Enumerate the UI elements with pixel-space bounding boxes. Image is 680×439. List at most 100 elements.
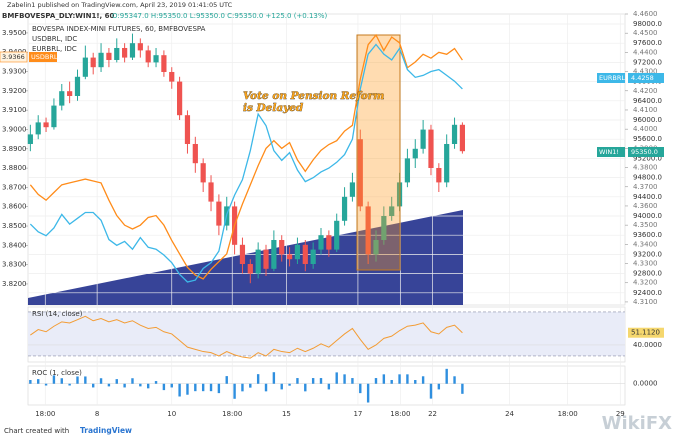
tag-value: 4.4258 xyxy=(631,74,654,82)
candle-body xyxy=(59,91,65,106)
indicator-bar xyxy=(52,375,56,384)
candle-body xyxy=(122,47,128,58)
tag-name-box xyxy=(29,52,57,62)
candle-body xyxy=(389,206,395,217)
candle-body xyxy=(114,47,120,60)
x-tick-label: 18:00 xyxy=(35,410,55,418)
candle-body xyxy=(27,134,33,144)
candle-body xyxy=(247,264,253,274)
indicator-bar xyxy=(256,374,260,384)
y2-tick-label: 4.4100 xyxy=(633,106,658,114)
candle-body xyxy=(161,55,167,72)
indicator-bar xyxy=(335,372,338,384)
y2-tick-label: 4.3100 xyxy=(633,298,658,306)
indicator-bar xyxy=(60,378,63,384)
candle-body xyxy=(459,124,465,152)
candle-body xyxy=(51,105,57,128)
indicator-bar xyxy=(139,383,142,387)
y-tick-label: 40.0000 xyxy=(633,341,662,349)
indicator-bar xyxy=(327,383,331,390)
candle-body xyxy=(255,249,261,274)
candle-body xyxy=(404,158,411,183)
candle-body xyxy=(263,249,269,269)
candle-body xyxy=(365,206,371,255)
y2-tick-label: 4.3500 xyxy=(633,221,658,229)
indicator-bar xyxy=(453,376,456,384)
indicator-bar xyxy=(296,378,299,384)
indicator-bar xyxy=(241,383,244,392)
y3-tick-label: 3.8300 xyxy=(2,261,27,269)
y-tick-label: 98000.0 xyxy=(633,20,662,28)
x-tick-label: 18:00 xyxy=(558,410,578,418)
y3-tick-label: 3.8700 xyxy=(2,183,27,191)
indicator-bar xyxy=(154,381,158,384)
candle-body xyxy=(318,235,324,250)
indicator-bar xyxy=(319,378,323,384)
y-tick-label: 97600.0 xyxy=(633,39,662,47)
tag-value-box xyxy=(628,147,664,157)
candle-body xyxy=(177,81,183,116)
footer-brand: TradingView xyxy=(80,426,132,435)
highlight-box xyxy=(356,34,401,271)
indicator-bar xyxy=(398,374,401,384)
candle-body xyxy=(271,240,277,269)
series-line xyxy=(29,33,463,280)
publisher: Zabelin1 published on TradingView.com, A… xyxy=(7,1,233,9)
indicator-bar xyxy=(249,383,252,388)
indicator-bar xyxy=(280,383,283,390)
y-tick-label: 96400.0 xyxy=(633,97,662,105)
y2-tick-label: 4.3400 xyxy=(633,240,658,248)
y3-tick-label: 3.9500 xyxy=(2,29,27,37)
candle-body xyxy=(357,139,363,207)
candle-body xyxy=(74,76,81,96)
candle-body xyxy=(184,115,191,144)
candle-body xyxy=(35,122,41,135)
x-tick-label: 8 xyxy=(95,410,99,418)
candle-body xyxy=(153,55,159,63)
annotation: is Delayed xyxy=(243,102,304,114)
symbol: BMFBOVESPA_DLY:WIN1!, 60 xyxy=(2,12,114,20)
y-tick-label: 93600.0 xyxy=(633,231,662,239)
indicator-bar xyxy=(304,383,307,392)
y2-tick-label: 4.3200 xyxy=(633,279,658,287)
marks xyxy=(27,33,625,403)
candle-body xyxy=(169,71,175,82)
legend-entry: USDBRL, IDC xyxy=(32,35,77,43)
x-tick-label: 15 xyxy=(282,410,291,418)
y-tick-label: 95600.0 xyxy=(633,135,662,143)
y3-tick-label: 3.8400 xyxy=(2,241,27,249)
indicator-bar xyxy=(382,374,386,384)
indicator-bar xyxy=(146,383,150,389)
indicator-bar xyxy=(194,383,197,392)
candle-body xyxy=(43,122,49,128)
candle-body xyxy=(145,50,151,63)
y-tick-label: 97200.0 xyxy=(633,58,662,66)
tag-name-box xyxy=(597,73,625,83)
indicator-bar xyxy=(437,383,441,390)
indicator-bar xyxy=(272,372,276,384)
candle-body xyxy=(341,196,348,221)
candle-body xyxy=(98,52,104,68)
candle-body xyxy=(239,244,246,265)
indicator-bar xyxy=(131,378,134,384)
y2-tick-label: 4.3800 xyxy=(633,164,658,172)
x-tick-label: 24 xyxy=(505,410,514,418)
indicator-bar xyxy=(264,383,268,392)
indicator-bar xyxy=(406,374,409,384)
candle-body xyxy=(451,124,458,144)
indicator-name: ROC (1, close) xyxy=(32,369,82,377)
indicator-bar xyxy=(343,374,346,384)
indicator-bar xyxy=(351,378,354,384)
candle-body xyxy=(106,52,112,60)
candle-body xyxy=(326,235,332,250)
candle-body xyxy=(381,216,387,241)
x-tick-label: 17 xyxy=(353,410,362,418)
indicator-name: RSI (14, close) xyxy=(32,310,83,318)
candle-body xyxy=(334,220,340,250)
x-tick-label: 10 xyxy=(167,410,176,418)
y2-tick-label: 4.4000 xyxy=(633,125,658,133)
y-tick-label: 92800.0 xyxy=(633,270,662,278)
footer-text: Chart created with xyxy=(4,427,69,435)
y2-tick-label: 4.4500 xyxy=(633,29,658,37)
